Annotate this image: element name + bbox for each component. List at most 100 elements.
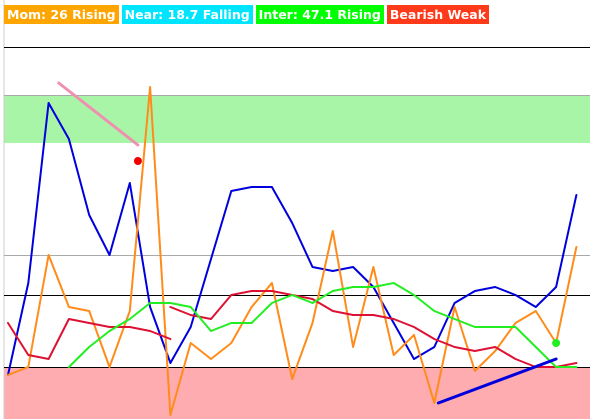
data-point xyxy=(392,354,395,356)
data-point xyxy=(250,306,253,308)
data-point xyxy=(332,310,334,312)
data-point xyxy=(149,330,151,332)
data-point xyxy=(129,310,131,312)
data-point xyxy=(88,322,90,324)
data-point xyxy=(210,318,212,320)
zone-overbought xyxy=(4,95,590,143)
data-point xyxy=(392,318,395,320)
series-line-0 xyxy=(7,102,578,376)
data-point xyxy=(189,326,192,328)
trend-status-badge: Bearish Weak xyxy=(386,5,490,24)
data-point xyxy=(453,306,456,308)
zones-layer xyxy=(3,0,590,419)
data-point xyxy=(433,310,436,312)
data-point xyxy=(352,314,354,316)
data-point xyxy=(311,298,314,300)
data-point xyxy=(413,358,415,360)
data-point xyxy=(291,294,294,296)
data-point xyxy=(372,314,375,316)
data-point xyxy=(433,338,436,340)
signal-marker-0 xyxy=(133,157,142,165)
data-point xyxy=(169,414,172,416)
data-point xyxy=(250,322,253,324)
data-point xyxy=(230,294,233,296)
data-point xyxy=(149,306,151,308)
data-point xyxy=(291,378,294,380)
data-point xyxy=(169,338,172,340)
data-point xyxy=(169,362,172,364)
data-point xyxy=(535,306,537,308)
data-point xyxy=(535,310,537,312)
data-point xyxy=(230,322,233,324)
trendline-0 xyxy=(57,81,140,147)
data-point xyxy=(129,318,131,320)
data-point xyxy=(453,318,456,320)
data-point xyxy=(535,346,537,348)
data-point xyxy=(271,290,273,292)
data-point xyxy=(68,318,70,320)
data-point xyxy=(413,294,415,296)
data-point xyxy=(210,258,212,260)
data-point xyxy=(210,358,212,360)
data-point xyxy=(7,374,9,376)
data-point xyxy=(555,366,557,368)
data-point xyxy=(47,358,50,360)
intermediate-badge: Inter: 47.1 Rising xyxy=(255,5,384,24)
near-term-badge: Near: 18.7 Falling xyxy=(121,5,253,24)
status-badges: Mom: 26 Rising Near: 18.7 Falling Inter:… xyxy=(4,5,490,24)
data-point xyxy=(494,326,497,328)
data-point xyxy=(230,342,233,344)
data-point xyxy=(413,334,415,336)
data-point xyxy=(47,254,50,256)
data-point xyxy=(352,266,354,268)
data-point xyxy=(88,346,90,348)
data-point xyxy=(271,186,273,188)
data-point xyxy=(27,366,30,368)
data-point xyxy=(453,302,456,304)
data-point xyxy=(494,350,497,352)
data-point xyxy=(575,194,578,196)
data-point xyxy=(108,366,111,368)
data-point xyxy=(474,350,476,352)
data-point xyxy=(271,282,273,284)
data-point xyxy=(372,286,375,288)
data-point xyxy=(27,354,30,356)
data-point xyxy=(68,306,70,308)
data-point xyxy=(352,346,354,348)
data-point xyxy=(332,270,334,272)
data-point xyxy=(88,310,90,312)
data-point xyxy=(88,214,90,216)
data-point xyxy=(433,402,436,404)
momentum-badge: Mom: 26 Rising xyxy=(4,5,119,24)
series-layer xyxy=(7,86,578,416)
data-point xyxy=(108,326,111,328)
data-point xyxy=(332,230,334,232)
data-point xyxy=(413,326,415,328)
data-point xyxy=(189,306,192,308)
zone-oversold xyxy=(4,367,590,419)
data-point xyxy=(108,254,111,256)
data-point xyxy=(352,286,354,288)
data-point xyxy=(149,302,151,304)
data-point xyxy=(68,366,70,368)
data-point xyxy=(230,190,233,192)
data-point xyxy=(311,266,314,268)
data-point xyxy=(392,282,395,284)
data-point xyxy=(129,326,131,328)
data-point xyxy=(189,342,192,344)
signal-marker-1 xyxy=(552,339,561,347)
data-point xyxy=(514,326,517,328)
data-point xyxy=(210,330,212,332)
series-line-3 xyxy=(169,290,578,368)
data-point xyxy=(474,370,476,372)
data-point xyxy=(291,222,294,224)
data-point xyxy=(129,182,131,184)
data-point xyxy=(250,290,253,292)
data-point xyxy=(372,266,375,268)
data-point xyxy=(453,346,456,348)
data-point xyxy=(514,322,517,324)
trendline-layer xyxy=(57,81,558,405)
data-point xyxy=(169,302,172,304)
